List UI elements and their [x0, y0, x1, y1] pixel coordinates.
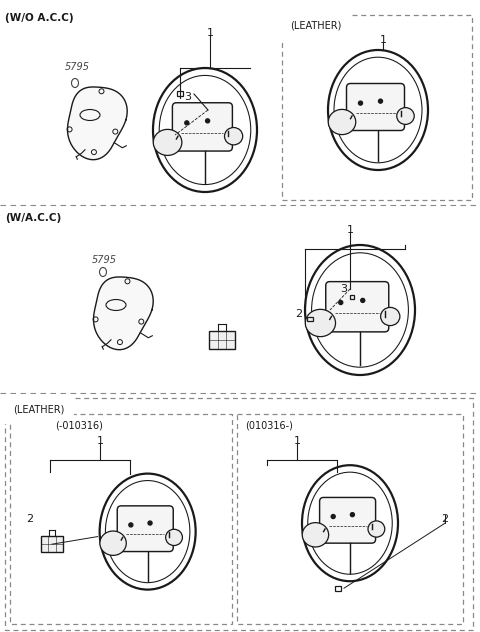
Circle shape: [129, 523, 133, 527]
Text: (LEATHER): (LEATHER): [290, 21, 341, 31]
Text: (010316-): (010316-): [245, 420, 293, 430]
Text: (LEATHER): (LEATHER): [13, 404, 64, 414]
Bar: [282, 15, 472, 200]
Ellipse shape: [368, 521, 385, 537]
Text: 2: 2: [26, 514, 34, 524]
Text: 1: 1: [206, 28, 214, 38]
Circle shape: [359, 101, 362, 105]
Text: (W/O A.C.C): (W/O A.C.C): [5, 13, 73, 23]
Ellipse shape: [153, 130, 182, 155]
Text: 5795: 5795: [65, 62, 90, 72]
FancyBboxPatch shape: [172, 103, 232, 151]
Text: 5795: 5795: [92, 255, 117, 265]
Ellipse shape: [397, 107, 414, 125]
Text: 1: 1: [96, 436, 104, 446]
Circle shape: [148, 521, 152, 525]
Circle shape: [205, 119, 210, 123]
Bar: [10, 414, 232, 624]
Bar: [237, 414, 463, 624]
Text: 1: 1: [380, 35, 386, 45]
Bar: [5, 398, 473, 630]
Ellipse shape: [328, 109, 356, 135]
Text: 2: 2: [442, 514, 449, 524]
Text: (W/A.C.C): (W/A.C.C): [5, 213, 61, 223]
Bar: [349, 295, 354, 299]
Circle shape: [185, 121, 189, 125]
Circle shape: [331, 514, 335, 518]
FancyBboxPatch shape: [326, 282, 389, 332]
Ellipse shape: [305, 309, 336, 337]
Text: 1: 1: [293, 436, 300, 446]
Polygon shape: [68, 87, 127, 160]
FancyBboxPatch shape: [117, 506, 173, 552]
Text: 2: 2: [295, 309, 302, 319]
Bar: [177, 90, 183, 95]
Bar: [41, 536, 63, 552]
Circle shape: [361, 298, 365, 303]
Ellipse shape: [302, 523, 329, 547]
Bar: [307, 317, 312, 321]
Text: (-010316): (-010316): [55, 420, 103, 430]
Polygon shape: [94, 277, 153, 349]
FancyBboxPatch shape: [320, 497, 376, 543]
Circle shape: [350, 513, 354, 516]
Circle shape: [379, 99, 383, 103]
Ellipse shape: [166, 529, 182, 545]
FancyBboxPatch shape: [347, 83, 405, 130]
Bar: [335, 586, 341, 591]
Text: 1: 1: [347, 225, 353, 235]
Text: 3: 3: [340, 284, 347, 294]
Bar: [209, 331, 235, 349]
Ellipse shape: [381, 307, 400, 325]
Circle shape: [339, 301, 343, 305]
Ellipse shape: [225, 128, 243, 145]
Text: 3: 3: [184, 92, 192, 102]
Ellipse shape: [100, 531, 126, 556]
